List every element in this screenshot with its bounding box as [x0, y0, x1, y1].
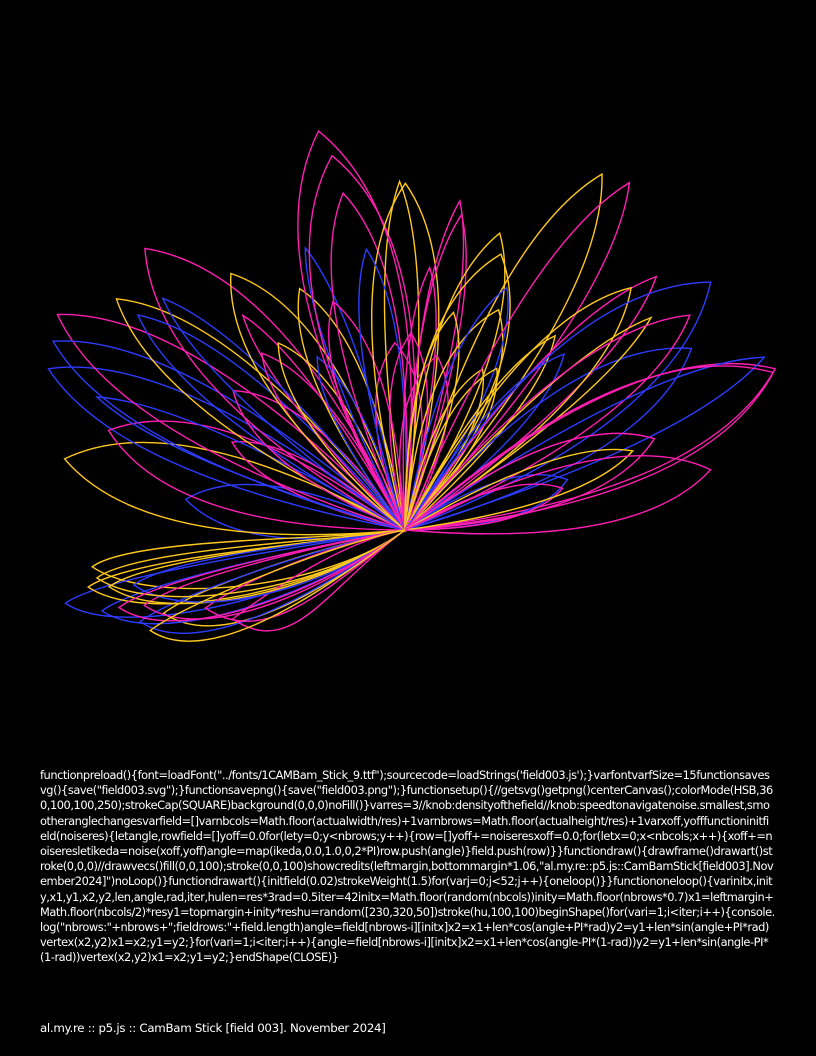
source-code-text: functionpreload(){font=loadFont("../font… [40, 768, 775, 965]
petal-stroke [297, 130, 413, 533]
petal-stroke [63, 441, 408, 536]
petal-stroke [132, 529, 406, 603]
petal-stroke [403, 281, 712, 532]
petal-stroke [241, 313, 406, 531]
petal-stroke [404, 172, 603, 531]
petal-stroke [403, 367, 498, 533]
petal-stroke [404, 352, 566, 531]
petal-stroke [56, 313, 406, 531]
petal-stroke [138, 529, 406, 634]
petal-stroke [136, 314, 406, 531]
petal-stroke [277, 341, 406, 531]
petal-stroke [371, 182, 440, 533]
petal-stroke [90, 529, 406, 590]
petal-stroke [404, 448, 635, 531]
petal-stroke [330, 191, 408, 531]
petal-stroke [95, 529, 406, 598]
petal-stroke [404, 286, 632, 531]
petal-stroke [184, 483, 408, 540]
petal-stroke [316, 355, 406, 531]
petal-stroke [47, 366, 406, 531]
petal-stroke [375, 341, 423, 533]
petal-stroke [117, 529, 406, 622]
petal-stroke [402, 347, 693, 532]
petal-stroke [404, 311, 460, 531]
petal-stroke [148, 529, 406, 642]
petal-stroke [404, 316, 653, 531]
petal-stroke [404, 181, 631, 531]
petal-stroke [398, 354, 449, 533]
petal-stroke [402, 432, 656, 531]
petal-stroke [304, 246, 406, 531]
petal-stroke [402, 265, 437, 531]
petal-stroke [144, 247, 407, 532]
petal-stroke [161, 297, 406, 531]
petal-stroke [404, 275, 658, 531]
petal-stroke [402, 362, 777, 531]
petal-stroke [404, 314, 691, 531]
petal-stroke [404, 198, 465, 531]
petal-stroke [404, 231, 506, 531]
petal-stroke [143, 529, 406, 620]
petal-stroke [404, 356, 766, 531]
petal-stroke [402, 455, 712, 535]
petal-stroke [404, 286, 509, 531]
petal-stroke [230, 272, 407, 533]
petal-stroke [404, 334, 557, 531]
generative-artwork [47, 130, 777, 642]
credits-line: al.my.re :: p5.js :: CamBam Stick [field… [40, 1021, 386, 1035]
petal-stroke [383, 179, 420, 531]
petal-stroke [402, 365, 775, 531]
petal-stroke [260, 352, 406, 531]
